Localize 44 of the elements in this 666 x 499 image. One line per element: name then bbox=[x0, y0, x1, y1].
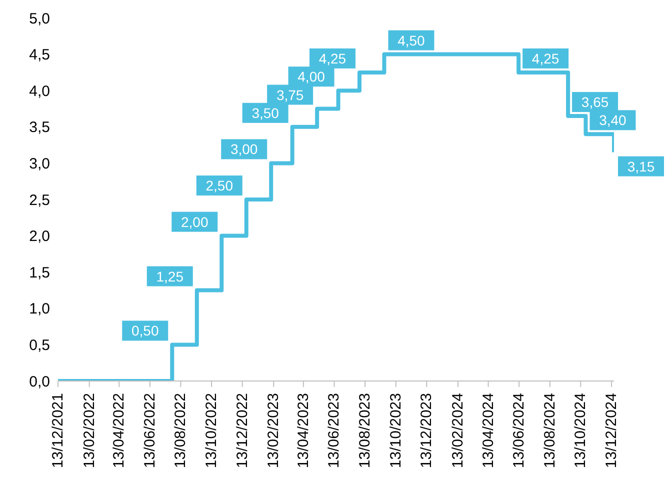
data-label: 3,75 bbox=[276, 86, 304, 103]
x-tick-label: 13/12/2023 bbox=[418, 393, 436, 468]
x-tick-label: 13/06/2024 bbox=[510, 393, 528, 468]
x-tick-label: 13/04/2024 bbox=[480, 393, 497, 468]
x-tick-label: 13/06/2022 bbox=[141, 393, 158, 468]
y-tick-label: 3,5 bbox=[29, 119, 50, 136]
data-label: 4,25 bbox=[318, 50, 346, 66]
x-tick-label: 13/10/2023 bbox=[387, 393, 404, 468]
x-tick-label: 13/10/2022 bbox=[203, 393, 220, 468]
data-label: 2,00 bbox=[180, 214, 208, 230]
x-tick-label: 13/12/2024 bbox=[602, 393, 620, 468]
y-tick-label: 2,5 bbox=[29, 192, 50, 209]
x-tick-label: 13/10/2024 bbox=[572, 393, 590, 468]
data-label: 2,50 bbox=[206, 178, 234, 194]
data-label: 3,65 bbox=[581, 94, 609, 110]
data-label: 4,00 bbox=[298, 68, 326, 85]
data-label: 4,25 bbox=[532, 50, 560, 66]
y-tick-label: 2,0 bbox=[29, 228, 50, 246]
data-label: 1,25 bbox=[156, 268, 184, 284]
data-label: 3,15 bbox=[627, 158, 655, 174]
y-tick-label: 1,0 bbox=[29, 300, 50, 318]
y-tick-label: 1,5 bbox=[29, 264, 50, 282]
y-tick-label: 4,5 bbox=[29, 46, 50, 64]
y-tick-label: 0,0 bbox=[29, 373, 50, 390]
x-tick-label: 13/08/2024 bbox=[541, 393, 558, 468]
data-label: 3,40 bbox=[599, 112, 627, 128]
y-tick-label: 0,5 bbox=[29, 337, 50, 354]
x-tick-label: 13/08/2023 bbox=[356, 393, 374, 468]
y-tick-label: 3,0 bbox=[29, 156, 50, 173]
x-tick-label: 13/02/2024 bbox=[449, 393, 466, 468]
y-tick-label: 5,0 bbox=[29, 10, 50, 28]
x-tick-label: 13/02/2023 bbox=[265, 393, 282, 468]
x-tick-label: 13/06/2023 bbox=[326, 393, 343, 468]
x-tick-label: 13/04/2023 bbox=[294, 393, 312, 468]
y-tick-label: 4,0 bbox=[29, 82, 50, 100]
data-label: 3,50 bbox=[252, 104, 280, 121]
data-label: 4,50 bbox=[398, 32, 426, 48]
data-label: 0,50 bbox=[132, 322, 159, 339]
x-tick-label: 13/12/2021 bbox=[50, 393, 66, 468]
x-tick-label: 13/12/2022 bbox=[234, 393, 251, 468]
x-tick-label: 13/08/2022 bbox=[172, 393, 190, 468]
x-tick-label: 13/04/2022 bbox=[110, 393, 128, 468]
data-label: 3,00 bbox=[230, 141, 258, 158]
x-tick-label: 13/02/2022 bbox=[80, 393, 98, 468]
